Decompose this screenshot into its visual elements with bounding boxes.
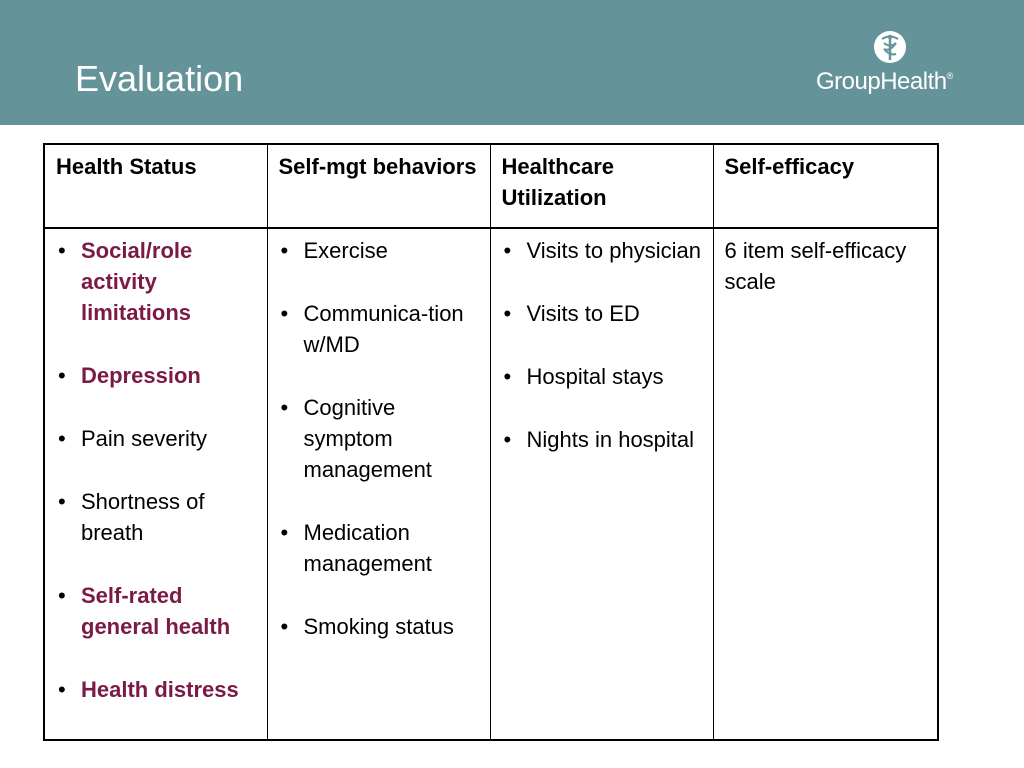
list-item: Cognitive symptom management [279, 392, 480, 485]
cell-utilization: Visits to physician Visits to ED Hospital … [489, 227, 714, 741]
table-row: Social/role activity limitations Depressi… [43, 227, 939, 741]
slide-title: Evaluation [75, 58, 244, 99]
list-item: Visits to physician [502, 235, 703, 266]
self-efficacy-text: 6 item self-efficacy scale [724, 238, 907, 294]
list-item: Exercise [279, 235, 480, 266]
health-status-list: Social/role activity limitations Depressi… [56, 235, 257, 705]
list-item: Hospital stays [502, 361, 703, 392]
table-header-row: Health Status Self-mgt behaviors Healthc… [43, 143, 939, 229]
header-health-status: Health Status [43, 143, 268, 229]
registered-mark: ® [946, 71, 954, 81]
self-mgt-list: Exercise Communica-tion w/MD Cognitive sym… [279, 235, 480, 642]
list-item: Nights in hospital [502, 424, 703, 455]
list-item: Pain severity [56, 423, 257, 454]
cell-health-status: Social/role activity limitations Depressi… [43, 227, 268, 741]
grouphealth-logo: GroupHealth® [812, 30, 977, 100]
list-item: Shortness of breath [56, 486, 257, 548]
list-item: Smoking status [279, 611, 480, 642]
list-item: Self-rated general health [56, 580, 257, 642]
header-self-mgt-behaviors: Self-mgt behaviors [266, 143, 491, 229]
evaluation-table: Health Status Self-mgt behaviors Healthc… [43, 143, 939, 741]
utilization-list: Visits to physician Visits to ED Hospital … [502, 235, 703, 455]
header-self-efficacy: Self-efficacy [712, 143, 939, 229]
caduceus-icon [874, 31, 906, 63]
cell-self-efficacy: 6 item self-efficacy scale [712, 227, 939, 741]
list-item: Depression [56, 360, 257, 391]
list-item: Health distress [56, 674, 257, 705]
brand-name: GroupHealth [816, 68, 947, 95]
list-item: Medication management [279, 517, 480, 579]
title-bar: Evaluation GroupHealth® [0, 0, 1024, 125]
list-item: Communica-tion w/MD [279, 298, 480, 360]
list-item: Social/role activity limitations [56, 235, 257, 328]
list-item: Visits to ED [502, 298, 703, 329]
cell-self-mgt: Exercise Communica-tion w/MD Cognitive sym… [266, 227, 491, 741]
header-healthcare-utilization: Healthcare Utilization [489, 143, 714, 229]
